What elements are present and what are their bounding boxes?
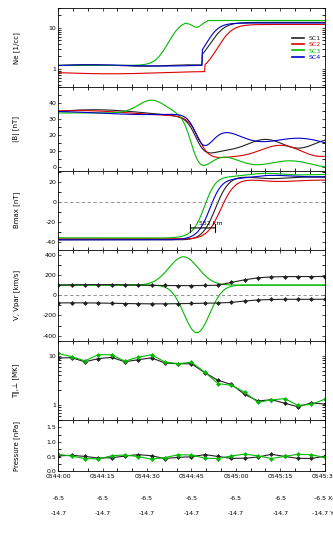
Y-axis label: T∥,⊥ [MK]: T∥,⊥ [MK] — [13, 363, 20, 397]
Legend: SC1, SC2, SC3, SC4: SC1, SC2, SC3, SC4 — [292, 35, 322, 60]
Text: -6.5 Xg: -6.5 Xg — [314, 496, 333, 501]
Text: -14.7: -14.7 — [272, 511, 288, 516]
Text: -6.5: -6.5 — [97, 496, 109, 501]
Text: -6.5: -6.5 — [185, 496, 197, 501]
Text: -6.5: -6.5 — [141, 496, 153, 501]
Text: -6.5: -6.5 — [230, 496, 242, 501]
Text: -14.7: -14.7 — [183, 511, 199, 516]
Text: -14.7: -14.7 — [139, 511, 155, 516]
Y-axis label: Bmax [nT]: Bmax [nT] — [13, 192, 20, 228]
Y-axis label: |B| [nT]: |B| [nT] — [13, 116, 20, 142]
Y-axis label: V, Vpar [km/s]: V, Vpar [km/s] — [13, 270, 20, 320]
Text: -6.5: -6.5 — [274, 496, 286, 501]
Y-axis label: Pressure [nPa]: Pressure [nPa] — [13, 421, 20, 471]
Text: -14.7: -14.7 — [95, 511, 111, 516]
Text: -14.7: -14.7 — [228, 511, 244, 516]
Text: -14.7: -14.7 — [50, 511, 66, 516]
Text: -14.7 Yg: -14.7 Yg — [312, 511, 333, 516]
Y-axis label: Ne [1/cc]: Ne [1/cc] — [13, 32, 20, 64]
Text: -6.5: -6.5 — [52, 496, 64, 501]
Text: 552 km: 552 km — [199, 221, 222, 226]
